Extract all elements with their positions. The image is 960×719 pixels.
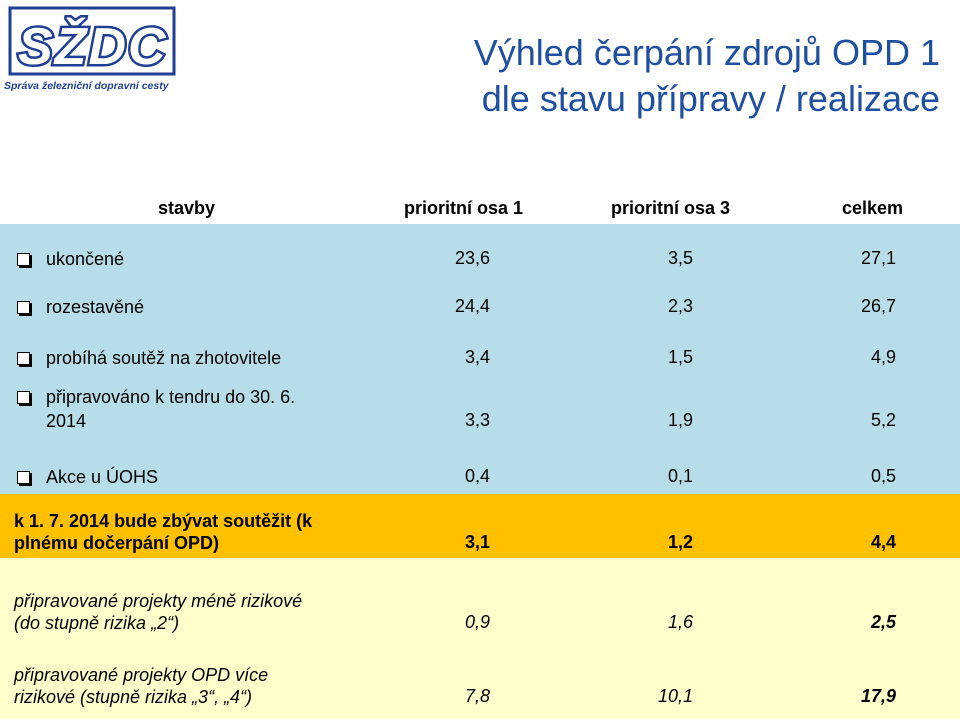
szdc-logo: SŽDC SŽDC: [8, 6, 176, 79]
value-osa-3: 1,9: [667, 410, 693, 430]
risk-label-line-1: připravované projekty méně rizikové: [14, 591, 303, 611]
summary-celkem: 4,4: [870, 532, 896, 552]
risk-label-line-2: rizikové (stupně rizika „3“, „4“): [14, 687, 253, 707]
status-rows-section: ukončené 23,6 3,5 27,1 rozestavěné 24,4 …: [0, 224, 960, 494]
value-osa-1: 0,4: [464, 466, 490, 486]
value-osa-1: 3,3: [464, 410, 490, 430]
summary-label-line-2: plnému dočerpání OPD): [14, 533, 220, 553]
value-osa-3: 0,1: [667, 466, 693, 486]
value-osa-3: 10,1: [657, 686, 693, 706]
checkbox-bullet-icon: [17, 391, 30, 404]
svg-text:SŽDC: SŽDC: [18, 17, 168, 76]
title-line-2: dle stavu přípravy / realizace: [481, 78, 940, 119]
summary-osa-1: 3,1: [464, 532, 490, 552]
summary-osa-3: 1,2: [667, 532, 693, 552]
value-celkem: 17,9: [860, 686, 896, 706]
value-celkem: 27,1: [860, 248, 896, 268]
header-stavby: stavby: [158, 198, 216, 218]
value-osa-3: 1,6: [667, 612, 693, 632]
value-celkem: 26,7: [860, 296, 896, 316]
row-label-line-2: 2014: [46, 411, 87, 431]
logo-subtitle: Správa železniční dopravní cesty: [4, 80, 169, 92]
value-celkem: 5,2: [870, 410, 896, 430]
summary-label-line-1: k 1. 7. 2014 bude zbývat soutěžit (k: [14, 511, 313, 531]
table-header: stavby prioritní osa 1 prioritní osa 3 c…: [0, 186, 960, 224]
row-label: Akce u ÚOHS: [46, 467, 159, 487]
value-celkem: 2,5: [870, 612, 896, 632]
value-osa-1: 3,4: [464, 347, 490, 367]
value-celkem: 4,9: [870, 347, 896, 367]
title-line-1: Výhled čerpání zdrojů OPD 1: [473, 32, 940, 73]
page-title: Výhled čerpání zdrojů OPD 1 dle stavu př…: [474, 30, 940, 122]
row-label-line-1: připravováno k tendru do 30. 6.: [46, 387, 296, 407]
checkbox-bullet-icon: [17, 253, 30, 266]
value-osa-1: 23,6: [454, 248, 490, 268]
header-celkem: celkem: [842, 198, 904, 218]
value-osa-1: 0,9: [464, 612, 490, 632]
row-label: probíhá soutěž na zhotovitele: [46, 348, 282, 368]
row-label: rozestavěné: [46, 297, 145, 317]
risk-section: připravované projekty méně rizikové (do …: [0, 558, 960, 719]
value-osa-1: 7,8: [464, 686, 490, 706]
risk-label-line-1: připravované projekty OPD více: [14, 665, 269, 685]
value-osa-3: 3,5: [667, 248, 693, 268]
value-osa-3: 2,3: [667, 296, 693, 316]
checkbox-bullet-icon: [17, 301, 30, 314]
summary-section: k 1. 7. 2014 bude zbývat soutěžit (k pln…: [0, 494, 960, 558]
row-label: ukončené: [46, 249, 125, 269]
checkbox-bullet-icon: [17, 352, 30, 365]
header-osa-1: prioritní osa 1: [404, 198, 524, 218]
checkbox-bullet-icon: [17, 471, 30, 484]
risk-label-line-2: (do stupně rizika „2“): [14, 613, 180, 633]
header-osa-3: prioritní osa 3: [611, 198, 731, 218]
value-osa-1: 24,4: [454, 296, 490, 316]
value-celkem: 0,5: [870, 466, 896, 486]
svg-text:SŽDC: SŽDC: [18, 17, 168, 76]
value-osa-3: 1,5: [667, 347, 693, 367]
